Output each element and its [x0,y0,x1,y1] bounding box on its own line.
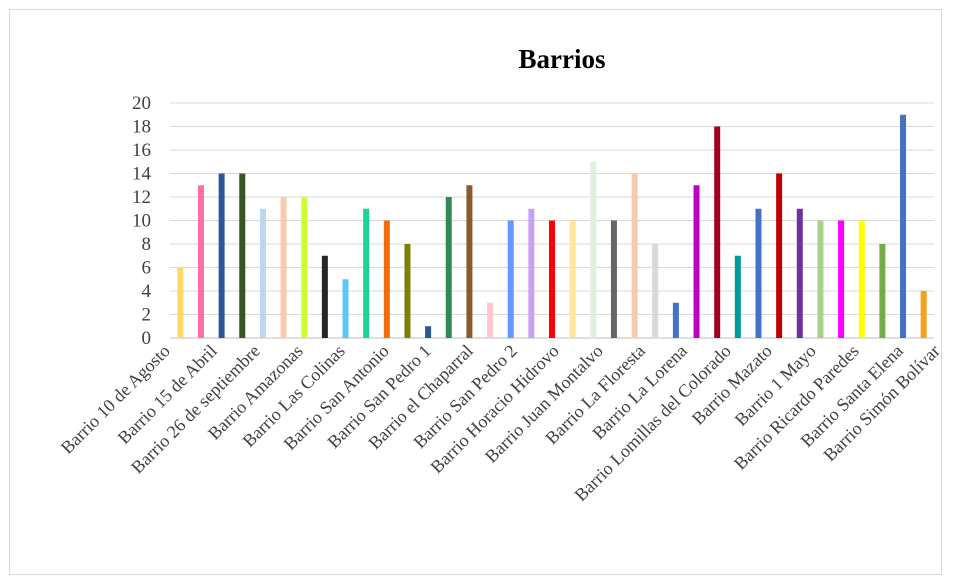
y-tick-label: 6 [142,258,152,279]
bars [177,114,927,338]
y-tick-label: 20 [132,93,151,114]
bar [734,255,741,338]
chart-title: Barrios [519,44,606,74]
bar [590,161,597,338]
y-tick-label: 2 [142,305,152,326]
bar [672,302,679,338]
bar [858,220,865,338]
bar [652,244,659,338]
bar [342,279,349,338]
bar [363,208,370,338]
bar [776,173,783,338]
bar [383,220,390,338]
bar [528,208,535,338]
y-tick-label: 4 [142,281,152,302]
bar [321,255,328,338]
y-tick-label: 16 [132,140,151,161]
bar [920,291,927,338]
chart-area: Barrios 0 2 4 6 8 10 12 14 16 18 20 Barrio 10 de A… [9,9,942,575]
bar [569,220,576,338]
bar [404,244,411,338]
bar [549,220,555,338]
y-tick-label: 18 [132,117,151,138]
bar [259,208,266,338]
bar [610,220,617,338]
bar [693,185,700,338]
bar [425,326,432,338]
bar [197,185,204,338]
y-tick-label: 14 [132,164,152,185]
bar [239,173,246,338]
y-tick-label: 10 [132,211,151,232]
bar [487,302,494,338]
bar [817,220,824,338]
bar [755,208,762,338]
bar [445,197,452,338]
y-tick-label: 0 [142,328,152,349]
y-tick-label: 8 [142,234,152,255]
bar [900,114,907,338]
bar [507,220,514,338]
bar [631,173,638,338]
bar [301,197,308,338]
bar [879,244,886,338]
bar [838,220,845,338]
bar [796,208,803,338]
bar [280,197,287,338]
y-tick-label: 12 [132,187,151,208]
bar [177,267,184,338]
bar [714,126,721,338]
bar [218,173,225,338]
bar [466,185,473,338]
